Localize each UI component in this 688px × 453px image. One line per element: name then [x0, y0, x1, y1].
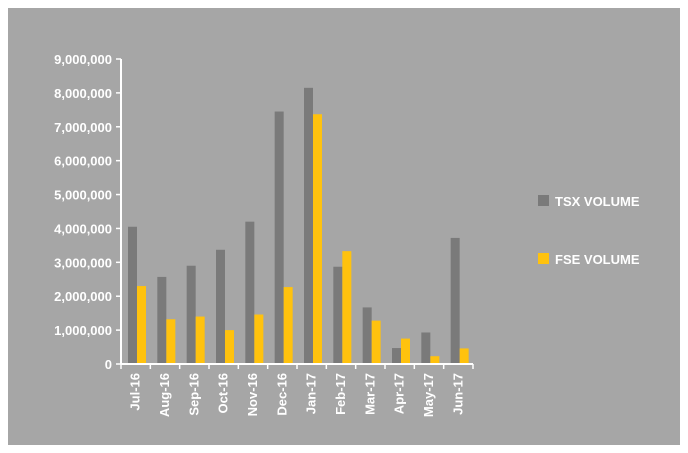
- x-tick-label: Sep-16: [186, 373, 201, 416]
- x-tick-label: Oct-16: [216, 373, 231, 413]
- bar-fse-volume: [166, 319, 176, 364]
- y-axis-ticks: 0 1,000,000 2,000,000 3,000,000 4,000,000 5,0…: [54, 52, 121, 372]
- bar-fse-volume: [342, 251, 352, 364]
- x-tick-label: May-17: [421, 373, 436, 417]
- bar-tsx-volume: [421, 332, 431, 364]
- legend-swatch-tsx-volume: [538, 195, 549, 206]
- x-tick-label: Jan-17: [304, 373, 319, 414]
- bar-tsx-volume: [450, 237, 460, 364]
- x-axis-ticks: Jul-16 Aug-16 Sep-16 Oct-16 Nov-16 Dec-16 Jan-…: [120, 364, 474, 417]
- chart-panel: 0 1,000,000 2,000,000 3,000,000 4,000,000 5,0…: [8, 8, 680, 445]
- bar-tsx-volume: [304, 87, 313, 365]
- bar-tsx-volume: [128, 226, 137, 364]
- bar-fse-volume: [430, 356, 440, 364]
- bar-fse-volume: [195, 316, 205, 364]
- bar-fse-volume: [401, 338, 410, 364]
- y-tick-label: 6,000,000: [54, 154, 112, 169]
- bar-tsx-volume: [245, 221, 255, 364]
- volume-bar-chart: 0 1,000,000 2,000,000 3,000,000 4,000,000 5,0…: [8, 8, 680, 445]
- y-tick-label: 5,000,000: [54, 188, 112, 203]
- x-tick-label: Apr-17: [392, 373, 407, 414]
- bar-fse-volume: [137, 286, 146, 364]
- bar-tsx-volume: [392, 348, 401, 364]
- x-tick-label: Jul-16: [128, 373, 143, 411]
- y-tick-label: 3,000,000: [54, 255, 112, 270]
- bar-fse-volume: [371, 320, 381, 364]
- y-tick-label: 4,000,000: [54, 221, 112, 236]
- legend: TSX VOLUME FSE VOLUME: [538, 194, 640, 267]
- x-tick-label: Feb-17: [333, 373, 348, 415]
- bar-tsx-volume: [216, 249, 225, 364]
- bars: [128, 87, 469, 365]
- y-tick-label: 2,000,000: [54, 289, 112, 304]
- bar-fse-volume: [313, 114, 322, 364]
- bar-tsx-volume: [186, 265, 196, 364]
- axes: [120, 59, 473, 365]
- bar-fse-volume: [254, 314, 264, 364]
- x-tick-label: Dec-16: [274, 373, 289, 416]
- bar-fse-volume: [225, 330, 234, 364]
- bar-fse-volume: [283, 287, 293, 364]
- legend-label: FSE VOLUME: [555, 252, 640, 267]
- y-tick-label: 0: [105, 357, 112, 372]
- bar-tsx-volume: [362, 307, 372, 364]
- legend-label: TSX VOLUME: [555, 194, 640, 209]
- bar-fse-volume: [459, 348, 469, 364]
- legend-swatch-fse-volume: [538, 253, 549, 264]
- y-tick-label: 9,000,000: [54, 52, 112, 67]
- x-tick-label: Mar-17: [362, 373, 377, 415]
- y-tick-label: 1,000,000: [54, 323, 112, 338]
- bar-tsx-volume: [333, 266, 343, 364]
- x-tick-label: Aug-16: [157, 373, 172, 417]
- y-tick-label: 7,000,000: [54, 120, 112, 135]
- x-tick-label: Jun-17: [450, 373, 465, 415]
- bar-tsx-volume: [157, 276, 167, 364]
- bar-tsx-volume: [274, 111, 284, 365]
- y-tick-label: 8,000,000: [54, 86, 112, 101]
- x-tick-label: Nov-16: [245, 373, 260, 416]
